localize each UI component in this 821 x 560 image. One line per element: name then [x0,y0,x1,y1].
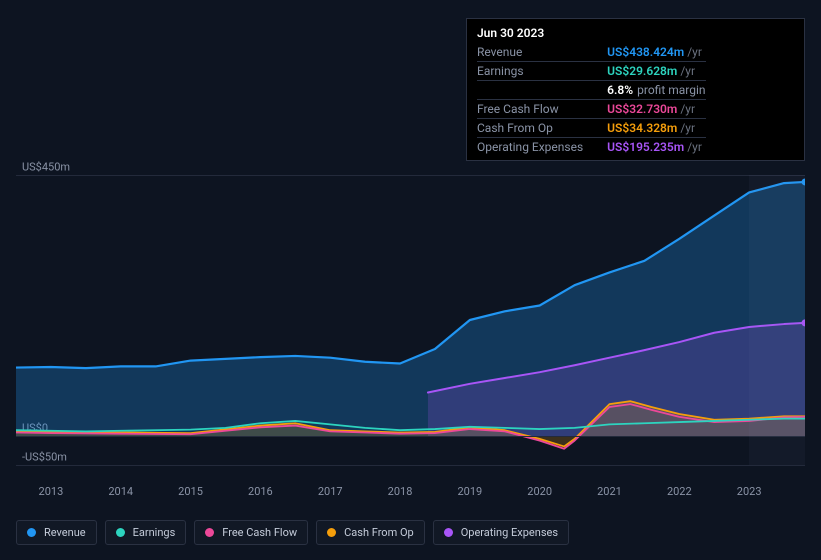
legend-label: Revenue [44,526,86,539]
legend-item[interactable]: Free Cash Flow [194,520,308,545]
legend-label: Operating Expenses [461,526,558,539]
x-tick-label: 2015 [178,485,203,498]
legend-swatch [116,528,125,537]
x-tick-label: 2022 [667,485,692,498]
x-tick-label: 2014 [108,485,133,498]
chart-area: US$450mUS$0-US$50m [16,160,805,480]
gridline [16,175,805,176]
tooltip-row-label: Earnings [477,62,607,81]
x-tick-label: 2021 [597,485,622,498]
x-tick-label: 2020 [527,485,552,498]
chart-root: Jun 30 2023 RevenueUS$438.424m/yrEarning… [0,0,821,560]
tooltip-row-value: US$29.628m/yr [607,62,705,81]
gridline [16,436,805,437]
legend-swatch [205,528,214,537]
plot [16,175,805,465]
x-tick-label: 2019 [457,485,482,498]
tooltip-row-label [477,81,607,100]
tooltip-table: RevenueUS$438.424m/yrEarningsUS$29.628m/… [477,43,706,156]
x-tick-label: 2017 [318,485,343,498]
x-tick-label: 2016 [248,485,273,498]
x-axis: 2013 2014 2015 2016 2017 2018 2019 2020 2021 2022… [16,485,805,499]
gridline [16,465,805,466]
tooltip-row-label: Cash From Op [477,119,607,138]
legend-swatch [444,528,453,537]
legend: Revenue Earnings Free Cash Flow Cash From O… [16,520,569,545]
forecast-highlight [749,175,805,465]
legend-item[interactable]: Earnings [105,520,187,545]
plot-svg [16,175,805,465]
tooltip-row-value: US$195.235m/yr [607,138,705,157]
legend-label: Earnings [133,526,176,539]
legend-item[interactable]: Operating Expenses [433,520,569,545]
legend-item[interactable]: Cash From Op [316,520,425,545]
x-tick-label: 2023 [737,485,762,498]
chart-tooltip: Jun 30 2023 RevenueUS$438.424m/yrEarning… [466,18,805,161]
legend-label: Cash From Op [344,526,414,539]
tooltip-row-value: US$34.328m/yr [607,119,705,138]
legend-item[interactable]: Revenue [16,520,97,545]
x-tick-label: 2013 [39,485,64,498]
tooltip-row-label: Revenue [477,43,607,62]
tooltip-row-value: US$32.730m/yr [607,100,705,119]
tooltip-row-label: Operating Expenses [477,138,607,157]
y-tick-label: US$450m [22,161,70,174]
tooltip-row-label: Free Cash Flow [477,100,607,119]
legend-swatch [27,528,36,537]
x-tick-label: 2018 [388,485,413,498]
tooltip-row-value: US$438.424m/yr [607,43,705,62]
tooltip-title: Jun 30 2023 [477,25,794,41]
legend-label: Free Cash Flow [222,526,297,539]
legend-swatch [327,528,336,537]
tooltip-row-value: 6.8%profit margin [607,81,705,100]
